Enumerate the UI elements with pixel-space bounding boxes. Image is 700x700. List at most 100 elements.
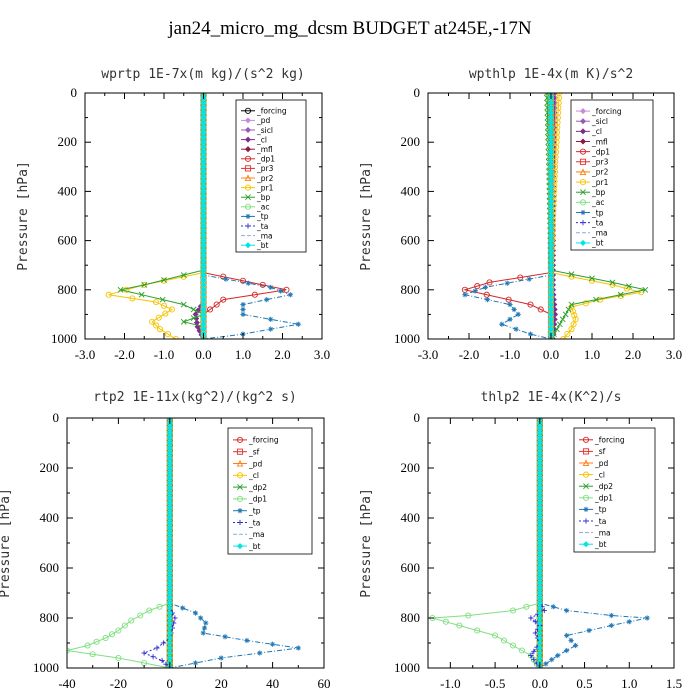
series-point-dp1: [492, 632, 499, 639]
legend-marker: [579, 128, 587, 135]
series-point-pr1: [168, 306, 175, 313]
legend-label: _cl: [256, 135, 267, 144]
series-point-tp: [526, 277, 532, 282]
legend-box: [227, 427, 313, 555]
series-point-tp: [268, 285, 273, 290]
x-tick-label: -20: [110, 676, 127, 691]
legend-label: _ta: [256, 222, 268, 231]
legend: _forcing _sf _pd _cl _dp2 _dp1 _tp _ta _ma _bt: [573, 427, 656, 553]
figure-title: jan24_micro_mg_dcsm BUDGET at245E,-17N: [168, 18, 532, 39]
legend-label: _pd: [594, 459, 609, 468]
series-point-pr1: [129, 295, 136, 302]
legend-label: _forcing: [594, 436, 625, 445]
x-tick-label: 20: [215, 676, 228, 691]
series-point-dp1: [251, 291, 258, 298]
series-point-bp: [617, 291, 624, 298]
series-point-tp: [193, 610, 198, 616]
series-point-dp1: [517, 274, 524, 281]
legend-label: _ac: [591, 198, 604, 207]
legend-label: _bp: [256, 193, 271, 202]
series-point-dp1: [486, 279, 493, 286]
legend-label: _bt: [248, 542, 261, 551]
series-point-tp: [568, 638, 574, 643]
legend-marker: [579, 168, 587, 175]
legend-marker: [579, 118, 587, 125]
legend-label: _tp: [256, 212, 269, 221]
legend-label: _sf: [594, 447, 606, 456]
legend-label: _dp1: [591, 147, 610, 156]
series-point-pr1: [568, 326, 575, 333]
y-tick-label: 0: [414, 410, 421, 425]
series-point-tp: [505, 281, 510, 286]
legend-label: _sf: [248, 448, 260, 457]
y-tick-label: 200: [401, 134, 421, 149]
x-tick-label: -3.0: [418, 347, 439, 362]
y-tick-label: 800: [401, 282, 421, 297]
x-tick-label: -1.0: [440, 676, 461, 691]
legend-label: _sicl: [591, 117, 608, 126]
chart-title: wprtp 1E-7x(m kg)/(s^2 kg): [101, 67, 305, 82]
series-point-dp1: [509, 642, 517, 649]
series-point-pr1: [141, 281, 148, 288]
series-point-bp: [190, 315, 197, 322]
legend-label: _dp1: [594, 494, 613, 503]
y-tick-label: 0: [71, 85, 78, 100]
series-point-dp1: [505, 296, 512, 303]
series-point-pr1: [153, 299, 160, 306]
chart-panel-2: wpthlp 1E-4x(m K)/s^2 Pressure [hPa] -3.0 -…: [359, 67, 682, 362]
legend: _forcing_pd_sicl_cl_mfl_dp1_pr3_pr2_pr1_…: [235, 99, 307, 253]
legend-label: _tp: [248, 507, 261, 516]
legend-marker: [579, 138, 587, 145]
legend-label: _pr3: [256, 164, 274, 173]
y-tick-label: 200: [40, 460, 60, 475]
legend-marker: [579, 148, 587, 155]
y-tick-label: 600: [58, 233, 78, 248]
y-tick-label: 800: [401, 610, 421, 625]
x-tick-label: -2.0: [459, 347, 480, 362]
legend-marker: [244, 184, 252, 191]
legend-label: _ma: [594, 528, 611, 537]
legend-label: _tp: [591, 208, 604, 217]
series-point-tp: [499, 322, 504, 327]
y-tick-label: 1000: [33, 660, 59, 675]
series-point-pr1: [180, 273, 187, 280]
x-tick-label: -2.0: [114, 347, 135, 362]
series-point-dp1: [84, 642, 91, 649]
legend-marker: [244, 107, 252, 114]
series-point-dp1: [239, 277, 247, 284]
x-tick-label: -1.0: [154, 347, 175, 362]
y-tick-label: 400: [401, 183, 421, 198]
series-point-tp: [528, 331, 533, 337]
series-point-pr1: [617, 292, 624, 300]
legend-marker: [236, 448, 244, 455]
y-tick-label: 400: [58, 183, 78, 198]
series-point-bp: [625, 283, 632, 290]
series-point-tp: [193, 660, 198, 666]
legend-box: [573, 427, 656, 553]
series-point-tp: [555, 653, 560, 658]
x-tick-label: 1.0: [621, 676, 637, 691]
series-point-bp: [609, 279, 616, 286]
series-point-tp: [609, 623, 614, 628]
series-point-dp1: [527, 301, 534, 308]
legend-marker: [580, 210, 586, 215]
legend-marker: [236, 472, 244, 479]
series-point-tp: [483, 285, 488, 290]
series-point-tp: [268, 317, 273, 322]
x-tick-label: 1.5: [666, 676, 682, 691]
legend-marker: [582, 459, 590, 467]
series-point-pr1: [572, 316, 579, 323]
series-point-dp1: [456, 622, 463, 629]
series-point-bp: [141, 281, 148, 288]
series-point-bp: [642, 286, 649, 293]
series-point-tp: [240, 307, 246, 312]
series-point-tp: [240, 312, 246, 317]
series-point-pr1: [582, 300, 589, 307]
legend-marker: [579, 158, 587, 165]
legend-marker: [579, 108, 587, 115]
series-point-dp1: [213, 301, 220, 308]
legend-label: _ma: [248, 530, 265, 539]
legend-marker: [244, 203, 252, 210]
series-point-tp: [244, 638, 250, 643]
legend-label: _ta: [591, 218, 603, 227]
